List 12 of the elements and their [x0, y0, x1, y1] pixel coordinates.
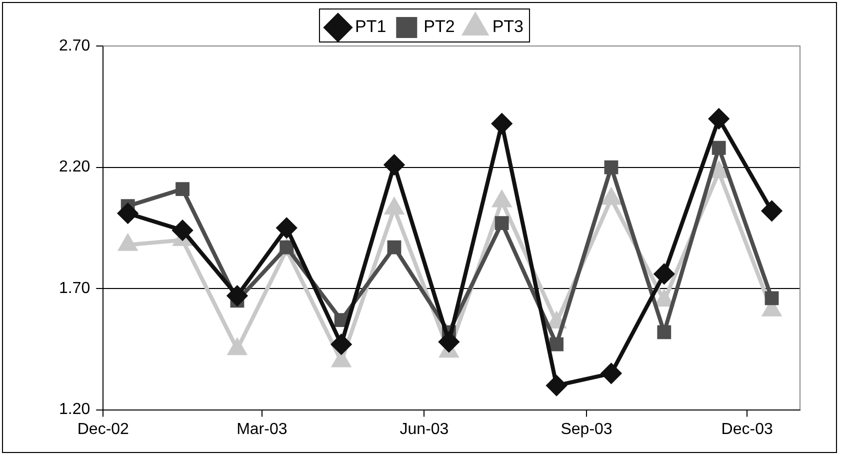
x-tick-label: Mar-03	[236, 420, 288, 438]
x-tick-label: Jun-03	[400, 420, 449, 438]
x-tick-label: Dec-02	[77, 420, 130, 438]
x-tick-label: Sep-03	[560, 420, 612, 438]
x-tick-label: Dec-03	[721, 420, 773, 438]
y-tick-label: 1.20	[59, 401, 90, 418]
legend-label: PT1	[354, 17, 386, 36]
y-tick-label: 2.70	[59, 37, 90, 54]
y-tick-label: 2.20	[59, 158, 90, 176]
legend-label: PT2	[424, 17, 455, 36]
legend-label: PT3	[492, 17, 524, 36]
y-tick-label: 1.70	[59, 280, 90, 297]
